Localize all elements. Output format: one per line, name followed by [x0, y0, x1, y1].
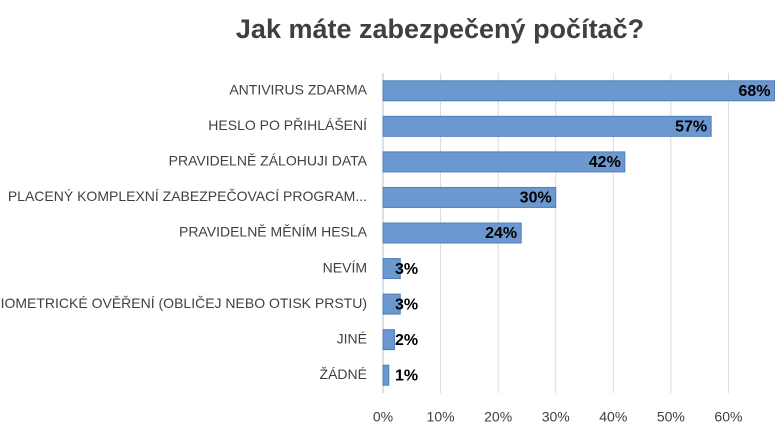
value-label: 68%	[738, 83, 770, 100]
value-label: 2%	[395, 332, 418, 349]
y-tick-label: NEVÍM	[323, 259, 367, 275]
y-tick-label: ANTIVIRUS ZDARMA	[229, 81, 367, 97]
bar	[382, 329, 396, 351]
value-label: 57%	[675, 119, 707, 136]
y-tick-label: HESLO PO PŘIHLÁŠENÍ	[208, 117, 367, 133]
chart-title: Jak máte zabezpečený počítač?	[236, 14, 644, 44]
bar	[382, 222, 522, 244]
value-label: 42%	[589, 154, 621, 171]
bar	[382, 115, 712, 137]
value-label: 1%	[395, 367, 418, 384]
bar	[382, 186, 557, 208]
y-tick-label: ŽÁDNÉ	[320, 366, 367, 382]
x-tick-label: 60%	[714, 409, 742, 425]
bar	[382, 80, 775, 102]
bar	[382, 258, 401, 280]
value-label: 3%	[395, 261, 418, 278]
value-label: 3%	[395, 296, 418, 313]
y-tick-label: PRAVIDELNĚ MĚNÍM HESLA	[179, 224, 368, 240]
x-tick-label: 20%	[484, 409, 512, 425]
value-label: 24%	[485, 225, 517, 242]
x-tick-label: 0%	[373, 409, 393, 425]
y-tick-label: JINÉ	[337, 330, 367, 346]
x-tick-label: 40%	[599, 409, 627, 425]
y-tick-label: PRAVIDELNĚ ZÁLOHUJI DATA	[169, 153, 368, 169]
y-tick-label: BIOMETRICKÉ OVĚŘENÍ (OBLIČEJ NEBO OTISK …	[0, 295, 367, 311]
x-tick-label: 10%	[427, 409, 455, 425]
x-tick-label: 50%	[657, 409, 685, 425]
bar	[382, 151, 626, 173]
bar	[382, 293, 401, 315]
value-label: 30%	[520, 190, 552, 207]
bar	[382, 364, 390, 386]
x-tick-label: 30%	[542, 409, 570, 425]
y-tick-label: PLACENÝ KOMPLEXNÍ ZABEZPEČOVACÍ PROGRAM.…	[8, 188, 367, 204]
